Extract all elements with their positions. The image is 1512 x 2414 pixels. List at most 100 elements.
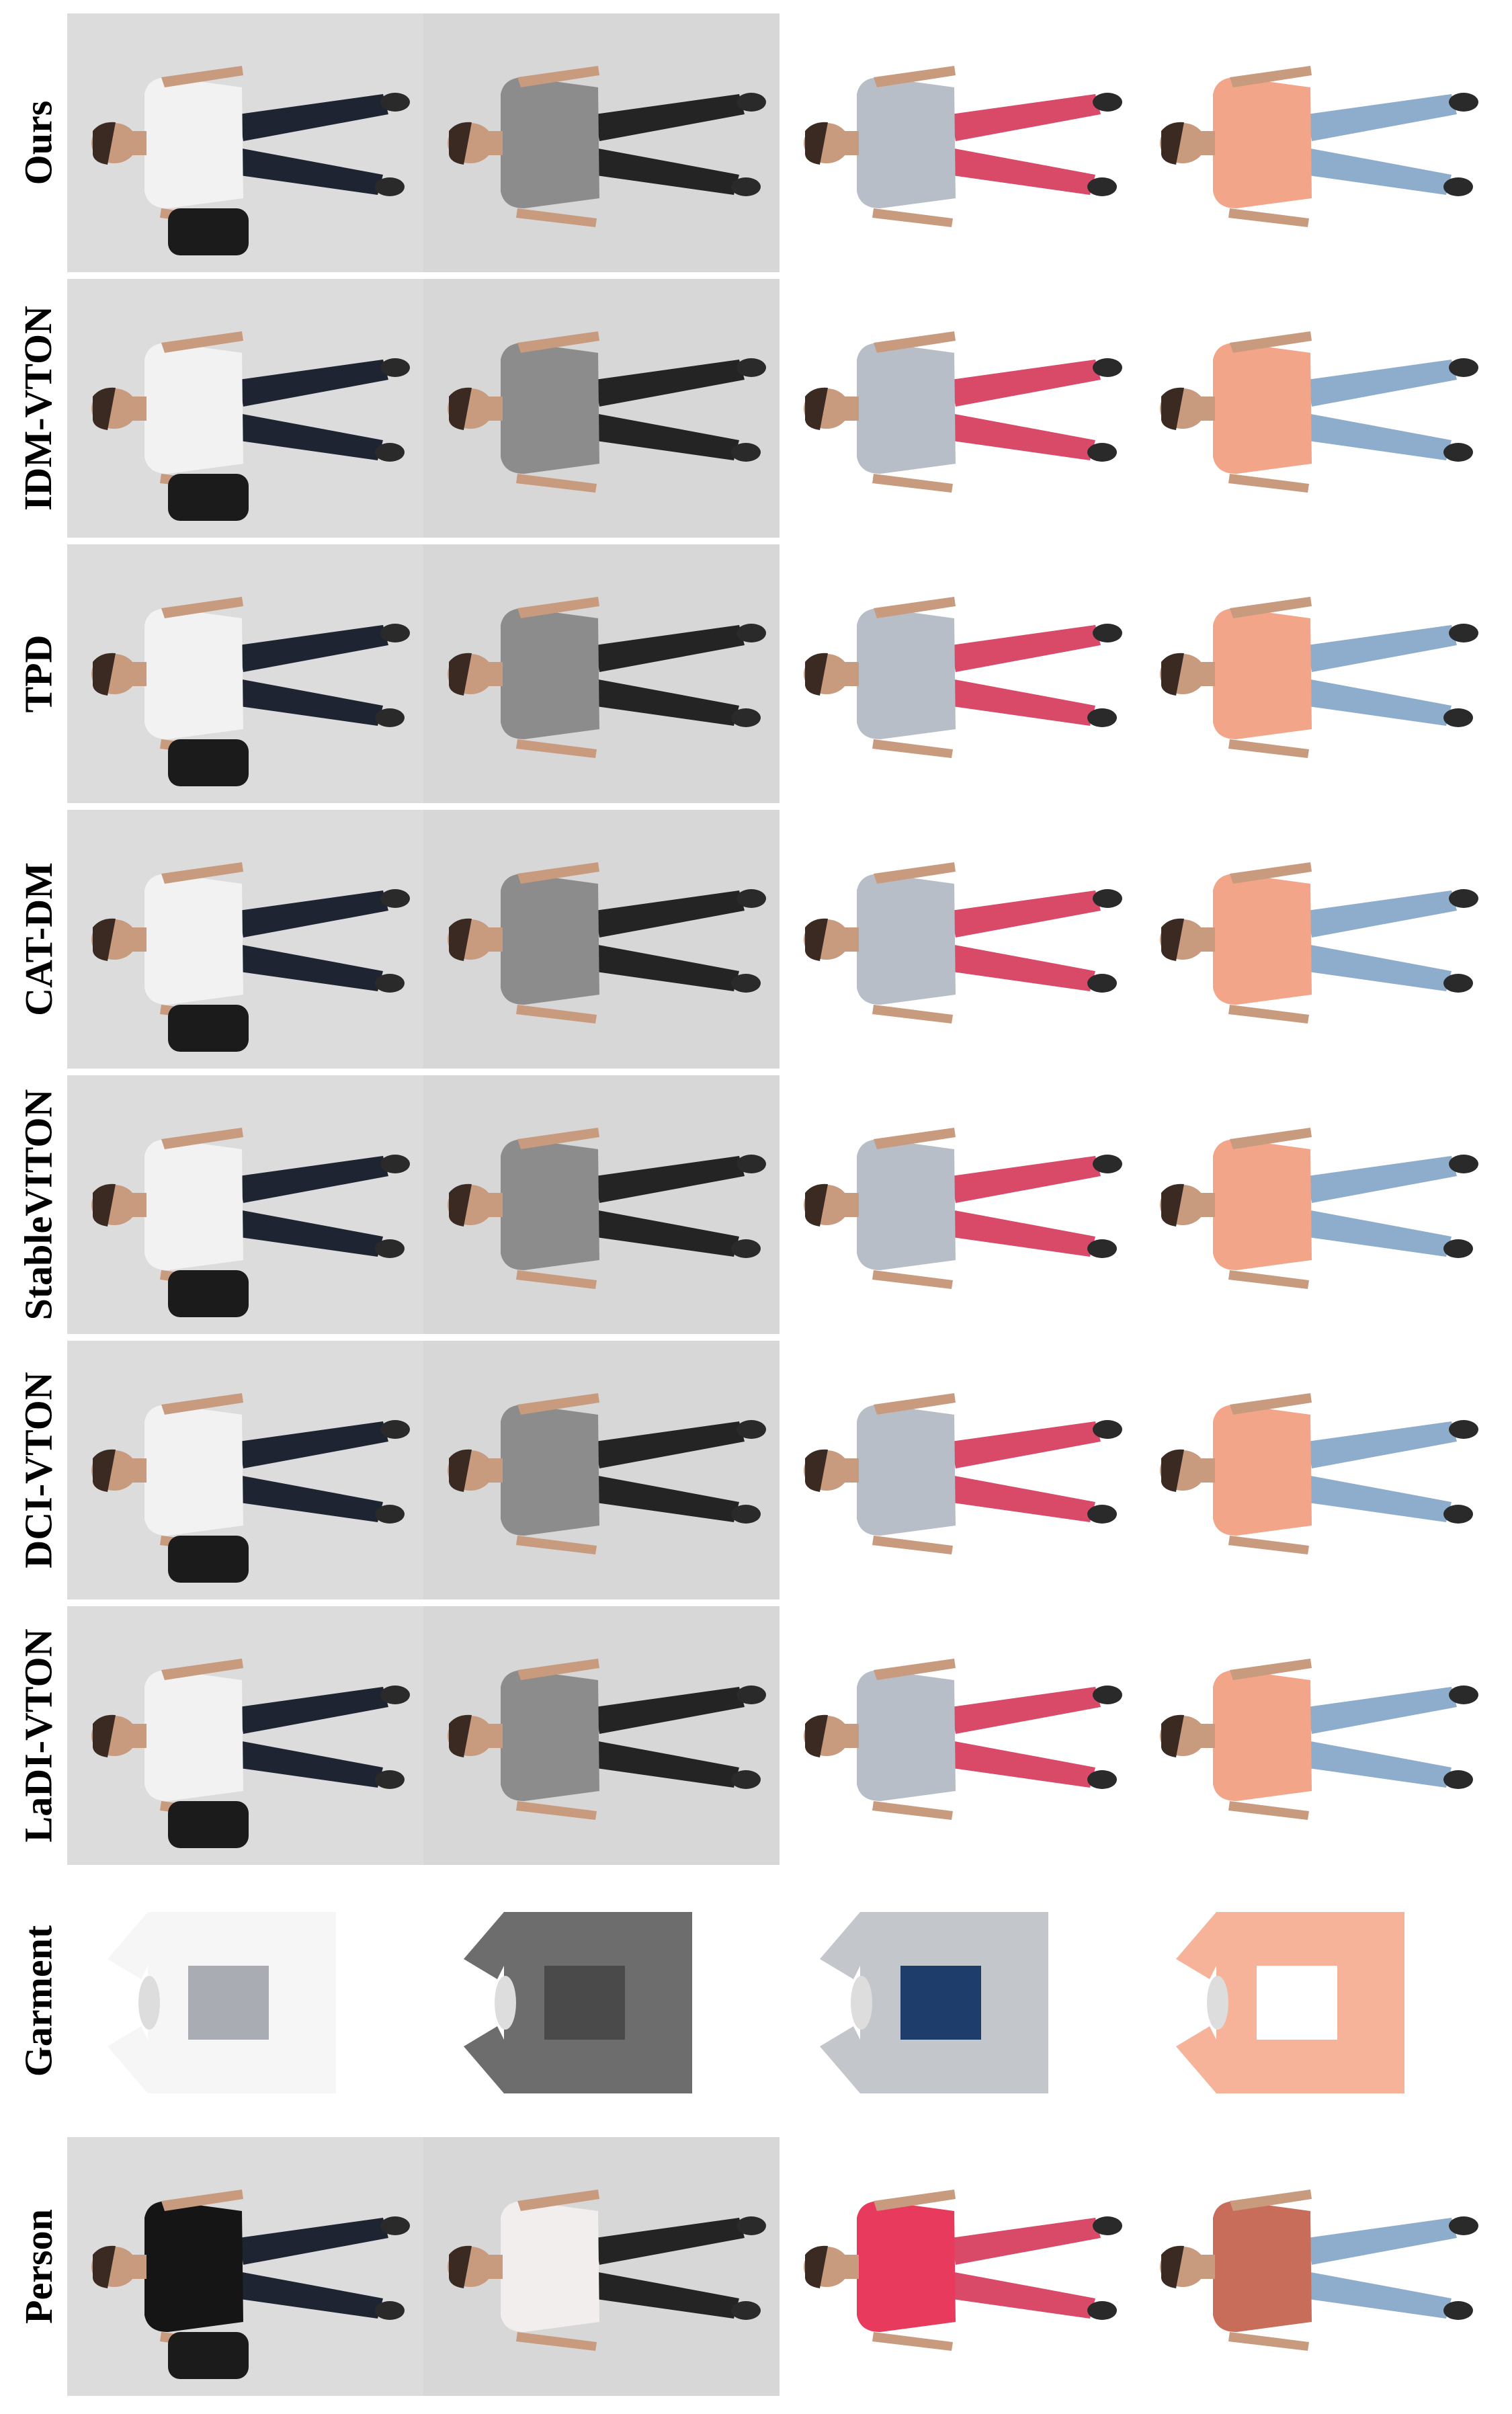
result-image (780, 810, 1136, 1069)
shoe (731, 177, 761, 196)
result-image (67, 1075, 423, 1334)
hair (93, 387, 116, 430)
arm (872, 1801, 953, 1820)
backpack (168, 1801, 249, 1848)
arm (161, 66, 243, 87)
image-row-cat-dm (67, 810, 1492, 1069)
photo (423, 2137, 780, 2396)
leg (948, 679, 1095, 726)
row-label-idm-vton: IDM-VTON (8, 279, 69, 538)
shoe (1093, 93, 1122, 112)
leg (1304, 944, 1452, 991)
leg (591, 2272, 739, 2319)
garment-top (857, 2201, 956, 2332)
garment-top (1213, 1139, 1312, 1270)
garment-top (144, 77, 243, 208)
backpack (168, 739, 249, 786)
leg (595, 890, 745, 938)
photo (1136, 544, 1492, 803)
photo (1136, 13, 1492, 272)
shoe (1449, 1155, 1478, 1173)
hair (805, 1714, 828, 1757)
photo (1136, 2137, 1492, 2396)
shoe (1093, 358, 1122, 377)
leg (1307, 1687, 1457, 1734)
hair (449, 122, 472, 165)
hair (449, 1449, 472, 1492)
collar (851, 1976, 872, 2030)
shoe (1087, 177, 1117, 196)
shoe (731, 2301, 761, 2320)
row-label-text: IDM-VTON (16, 305, 60, 511)
garment-top (501, 77, 599, 208)
image-row-tpd (67, 544, 1492, 803)
leg (948, 413, 1095, 460)
arm (1230, 1128, 1312, 1149)
shoe (1443, 177, 1473, 196)
leg (595, 1687, 745, 1734)
leg (595, 94, 745, 141)
hair (1161, 122, 1184, 165)
leg (239, 1156, 388, 1203)
arm (872, 2332, 953, 2351)
row-label-text: Garment (16, 1925, 60, 2077)
photo (1136, 810, 1492, 1069)
result-image (67, 2137, 423, 2396)
arm (1230, 1393, 1312, 1415)
hair (93, 122, 116, 165)
leg (591, 1210, 739, 1257)
photo (1136, 1341, 1492, 1599)
row-label-dci-vton: DCI-VTON (8, 1341, 69, 1599)
shoe (375, 443, 405, 462)
collar (1207, 1976, 1228, 2030)
result-image (1136, 544, 1492, 803)
leg (951, 1687, 1101, 1734)
garment-top (1213, 343, 1312, 474)
leg (235, 2272, 383, 2319)
garment-top (501, 1405, 599, 1536)
hair (93, 1183, 116, 1226)
shoe (1443, 443, 1473, 462)
shoe (731, 1770, 761, 1789)
arm (1228, 1270, 1309, 1289)
shoe (375, 1239, 405, 1258)
photo (423, 13, 780, 272)
backpack (168, 2332, 249, 2379)
arm (874, 66, 956, 87)
shoe (380, 1155, 410, 1173)
image-row-stableviton (67, 1075, 1492, 1334)
photo (780, 810, 1136, 1069)
shoe (375, 2301, 405, 2320)
photo (780, 1872, 1136, 2130)
leg (591, 679, 739, 726)
shoe (1087, 1505, 1117, 1524)
image-row-ladi-vton (67, 1606, 1492, 1865)
shoe (737, 93, 766, 112)
row-label-stableviton: StableVITON (8, 1075, 69, 1334)
garment-top (857, 608, 956, 739)
shoe (1087, 708, 1117, 727)
photo (67, 1341, 423, 1599)
hair (1161, 1714, 1184, 1757)
backpack (168, 1270, 249, 1317)
photo (780, 1341, 1136, 1599)
garment-top (857, 77, 956, 208)
leg (591, 1741, 739, 1788)
leg (595, 360, 745, 407)
garment-top (144, 1670, 243, 1801)
shoe (375, 708, 405, 727)
sleeve (1176, 2026, 1216, 2093)
leg (951, 360, 1101, 407)
photo (1136, 279, 1492, 538)
leg (595, 2218, 745, 2265)
photo (780, 2137, 1136, 2396)
result-image (423, 13, 780, 272)
shoe (1443, 2301, 1473, 2320)
shoe (731, 1239, 761, 1258)
leg (235, 413, 383, 460)
garment-top (501, 1139, 599, 1270)
arm (161, 1393, 243, 1415)
arm (872, 739, 953, 758)
shoe (737, 1420, 766, 1439)
